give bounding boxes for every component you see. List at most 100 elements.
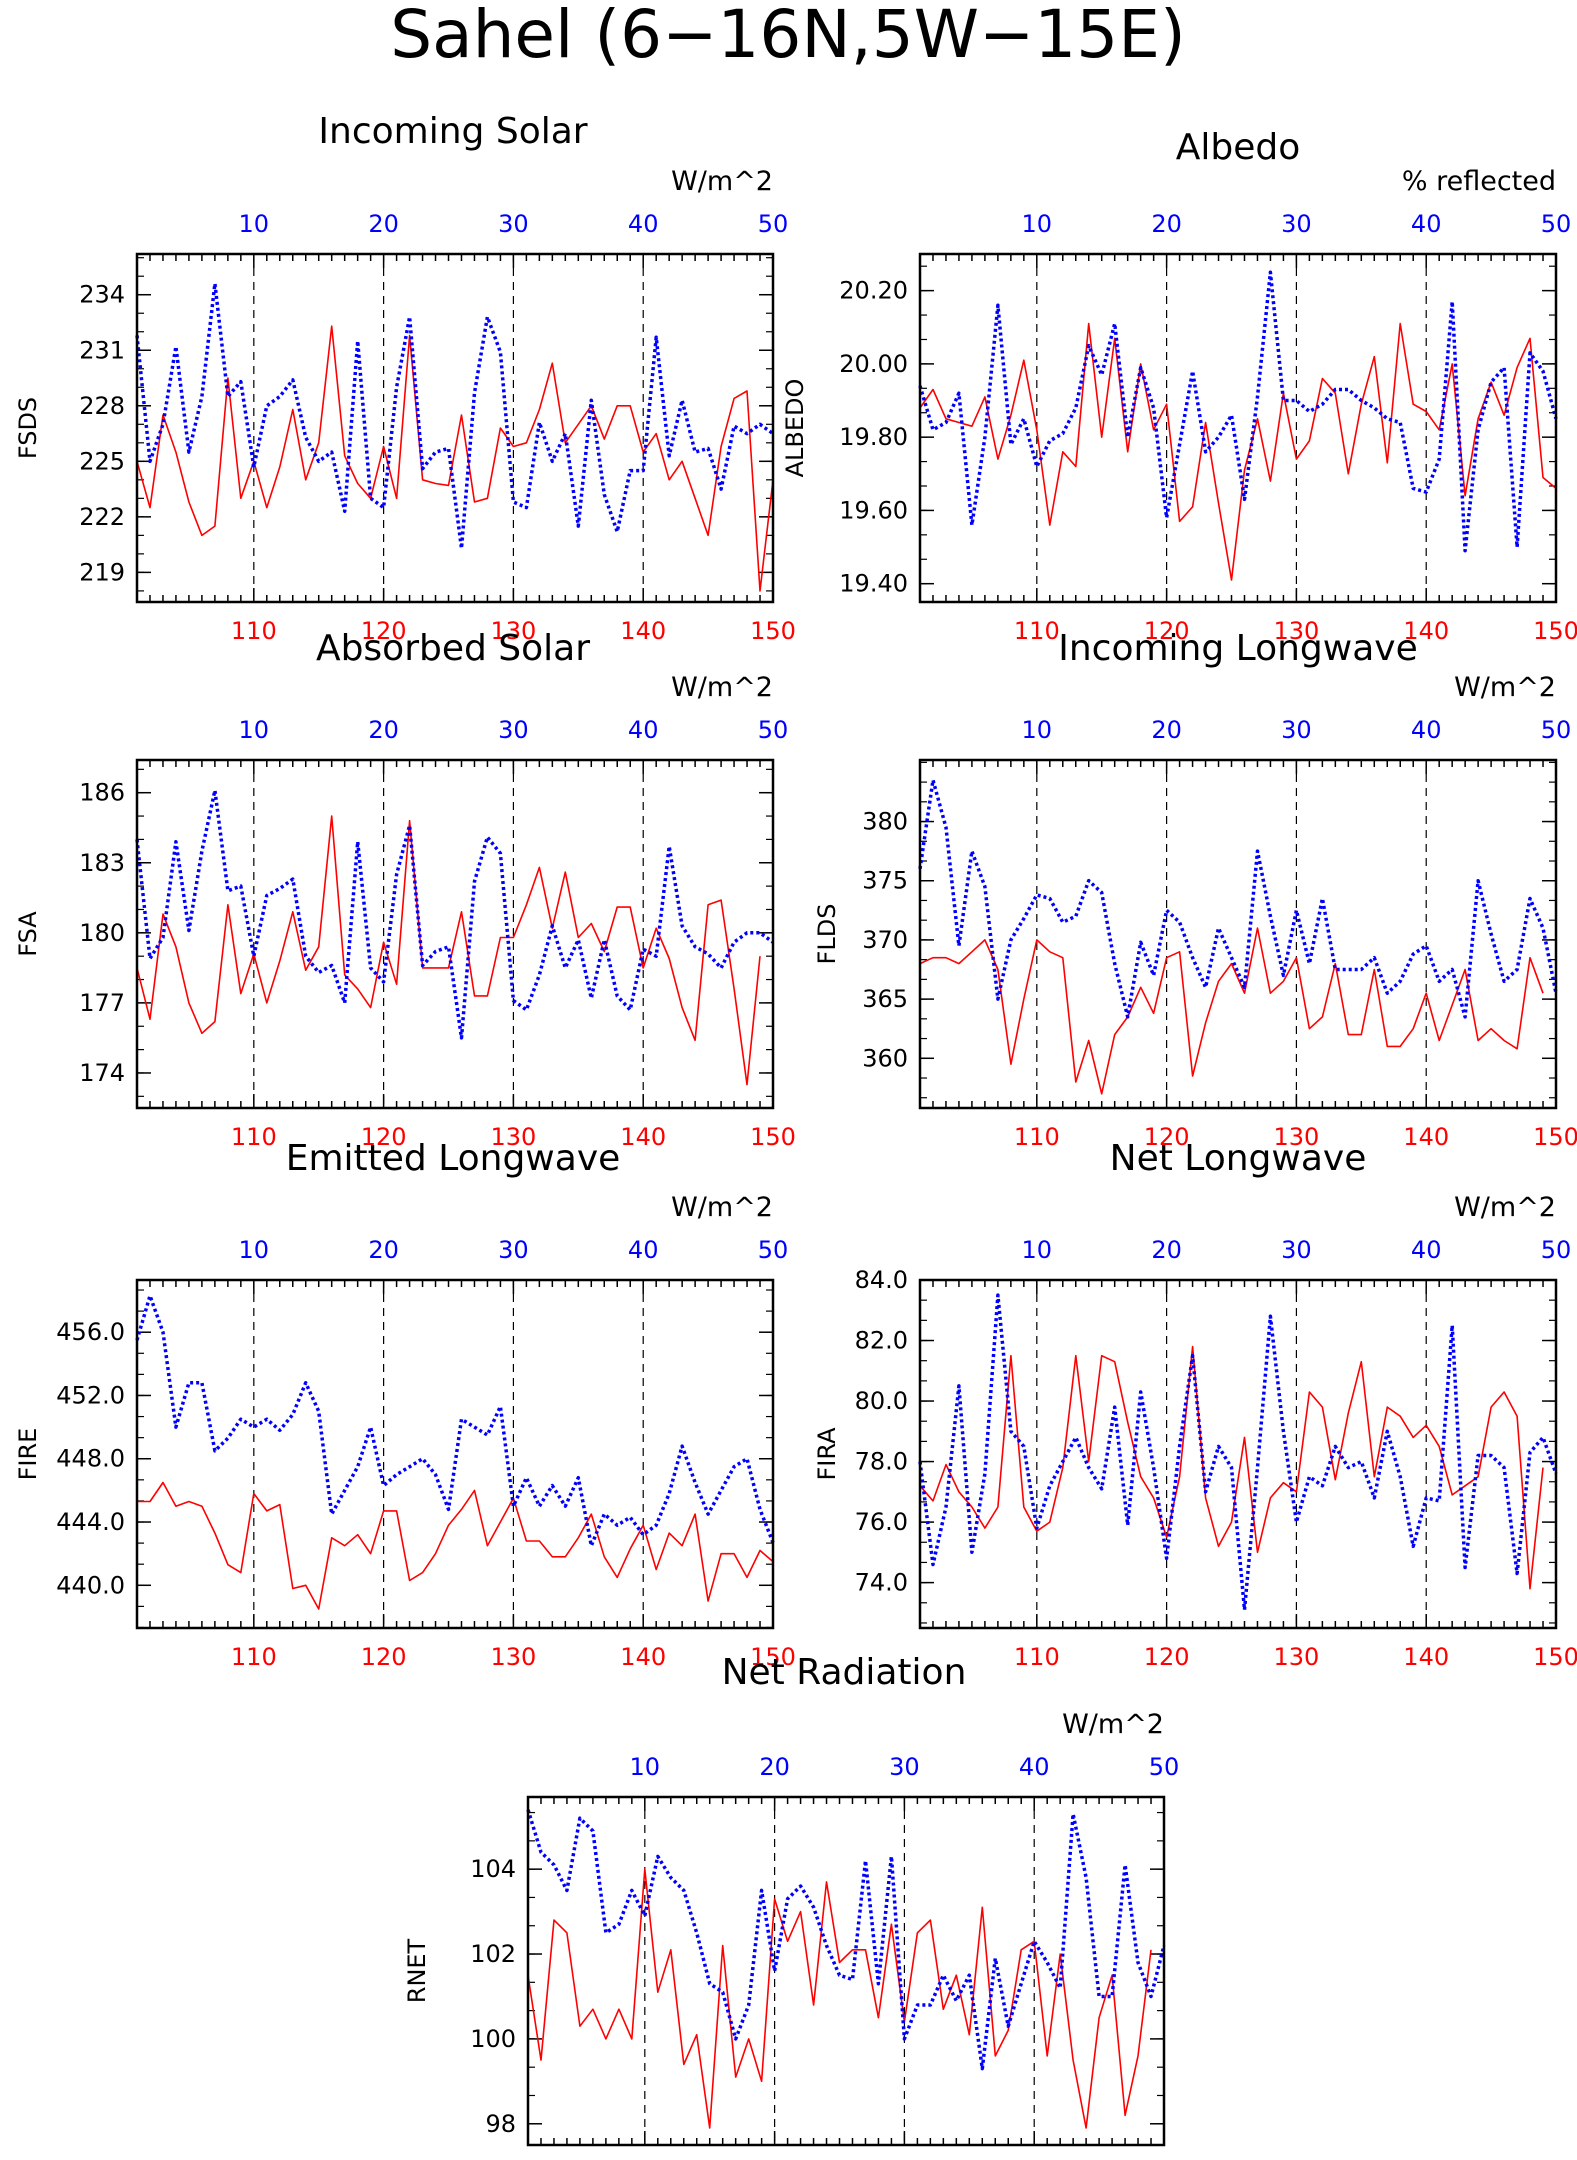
chart-title: Absorbed Solar <box>316 628 590 669</box>
units-label: W/m^2 <box>1454 1192 1556 1223</box>
chart-panel-1: Incoming Solar W/m^2 FSDS 234 231 228 225 222 21… <box>14 111 796 645</box>
y-axis-label: FIRA <box>813 1427 841 1481</box>
x-tick-label-bottom: 140 <box>620 1643 666 1671</box>
y-tick-label: 456.0 <box>56 1318 125 1346</box>
y-axis-label: ALBEDO <box>781 379 809 478</box>
x-tick-label-bottom: 120 <box>361 1643 407 1671</box>
units-label: W/m^2 <box>671 166 773 197</box>
blue-series-line <box>526 1809 1166 2071</box>
plot-frame <box>135 1278 775 1630</box>
red-series-line <box>919 322 1557 581</box>
x-tick-label-bottom: 150 <box>1533 1643 1577 1671</box>
x-tick-label-top: 20 <box>368 1236 399 1264</box>
x-tick-label-top: 20 <box>1151 716 1182 744</box>
plot-frame <box>526 1795 1166 2147</box>
x-tick-label-bottom: 130 <box>1274 1123 1320 1151</box>
y-tick-label: 228 <box>79 392 125 420</box>
red-series-line <box>527 1868 1152 2129</box>
x-tick-label-top: 10 <box>239 210 270 238</box>
x-tick-label-bottom: 150 <box>750 617 796 645</box>
y-tick-label: 444.0 <box>56 1508 125 1536</box>
x-tick-label-top: 50 <box>758 210 789 238</box>
y-tick-label: 78.0 <box>855 1448 908 1476</box>
y-tick-label: 19.60 <box>839 496 908 524</box>
x-tick-label-top: 40 <box>1019 1753 1050 1781</box>
x-tick-label-bottom: 150 <box>1533 1123 1577 1151</box>
x-tick-label-bottom: 120 <box>1144 617 1190 645</box>
y-tick-label: 100 <box>470 2025 516 2053</box>
x-tick-label-top: 50 <box>1541 210 1572 238</box>
x-tick-label-top: 10 <box>1022 1236 1053 1264</box>
chart-panel-6: Net Longwave W/m^2 FIRA 84.0 82.0 80.0 78.0 76.… <box>813 1138 1577 1671</box>
chart-title: Net Longwave <box>1110 1138 1367 1179</box>
x-tick-label-top: 10 <box>239 1236 270 1264</box>
y-tick-label: 448.0 <box>56 1445 125 1473</box>
x-tick-label-top: 50 <box>758 716 789 744</box>
x-tick-label-bottom: 120 <box>361 1123 407 1151</box>
x-tick-label-bottom: 120 <box>361 617 407 645</box>
chart-title: Incoming Solar <box>318 111 587 152</box>
x-tick-label-top: 30 <box>498 210 529 238</box>
x-tick-label-top: 50 <box>1149 1753 1180 1781</box>
x-tick-label-top: 50 <box>1541 1236 1572 1264</box>
y-tick-label: 177 <box>79 989 125 1017</box>
y-tick-label: 219 <box>79 558 125 586</box>
blue-series-line <box>918 270 1558 553</box>
y-tick-label: 74.0 <box>855 1569 908 1597</box>
y-tick-label: 82.0 <box>855 1327 908 1355</box>
y-tick-label: 84.0 <box>855 1266 908 1294</box>
y-tick-label: 186 <box>79 779 125 807</box>
plot-frame <box>918 1278 1558 1630</box>
plot-frame <box>135 252 775 604</box>
x-tick-label-top: 30 <box>1281 1236 1312 1264</box>
chart-panel-5: Emitted Longwave W/m^2 FIRE 456.0 452.0 448.0… <box>14 1138 796 1671</box>
x-tick-label-bottom: 140 <box>1403 1123 1449 1151</box>
x-tick-label-top: 40 <box>1411 210 1442 238</box>
blue-series-line <box>918 778 1558 1019</box>
y-tick-label: 19.40 <box>839 570 908 598</box>
x-tick-label-bottom: 130 <box>1274 617 1320 645</box>
y-tick-label: 452.0 <box>56 1381 125 1409</box>
chart-title: Emitted Longwave <box>286 1138 621 1179</box>
x-tick-label-bottom: 140 <box>620 617 666 645</box>
chart-title: Incoming Longwave <box>1058 628 1418 669</box>
y-tick-label: 19.80 <box>839 423 908 451</box>
x-tick-label-top: 30 <box>498 1236 529 1264</box>
y-tick-label: 231 <box>79 336 125 364</box>
chart-panel-2: Albedo % reflected ALBEDO 20.20 20.00 19.80 19… <box>781 127 1577 645</box>
x-tick-label-top: 40 <box>628 210 659 238</box>
x-tick-label-bottom: 110 <box>231 1643 277 1671</box>
blue-series-line <box>135 788 775 1040</box>
units-label: % reflected <box>1402 166 1556 197</box>
x-tick-label-bottom: 150 <box>750 1643 796 1671</box>
y-tick-label: 370 <box>862 926 908 954</box>
blue-series-line <box>135 281 775 551</box>
y-tick-label: 102 <box>470 1940 516 1968</box>
x-tick-label-top: 50 <box>758 1236 789 1264</box>
chart-panel-7: Net RadiationW/m^2RNET104102100981101201… <box>403 1652 1180 2147</box>
red-series-line <box>919 927 1544 1095</box>
x-tick-label-bottom: 110 <box>1014 617 1060 645</box>
chart-panel-3: Absorbed Solar W/m^2 FSA 186 183 180 177 174 110… <box>14 628 796 1151</box>
x-tick-label-top: 20 <box>368 716 399 744</box>
y-axis-label: FSDS <box>14 397 42 459</box>
y-tick-label: 76.0 <box>855 1508 908 1536</box>
panels-group: Incoming Solar W/m^2 FSDS 234 231 228 225 222 21… <box>14 111 1577 2147</box>
x-tick-label-top: 50 <box>1541 716 1572 744</box>
y-tick-label: 98 <box>485 2110 516 2138</box>
x-tick-label-top: 20 <box>1151 210 1182 238</box>
figure-title: Sahel (6−16N,5W−15E) <box>390 0 1185 73</box>
x-tick-label-bottom: 110 <box>231 1123 277 1151</box>
x-tick-label-top: 20 <box>759 1753 790 1781</box>
y-axis-label: FLDS <box>813 904 841 965</box>
y-axis-label: FIRE <box>14 1428 42 1481</box>
x-tick-label-bottom: 150 <box>750 1123 796 1151</box>
x-tick-label-bottom: 120 <box>1144 1123 1190 1151</box>
x-tick-label-top: 30 <box>1281 210 1312 238</box>
plot-frame <box>918 758 1558 1110</box>
y-tick-label: 104 <box>470 1855 516 1883</box>
red-series-line <box>919 1345 1544 1590</box>
x-tick-label-bottom: 120 <box>1144 1643 1190 1671</box>
y-axis-label: FSA <box>14 911 42 957</box>
x-tick-label-top: 40 <box>628 1236 659 1264</box>
